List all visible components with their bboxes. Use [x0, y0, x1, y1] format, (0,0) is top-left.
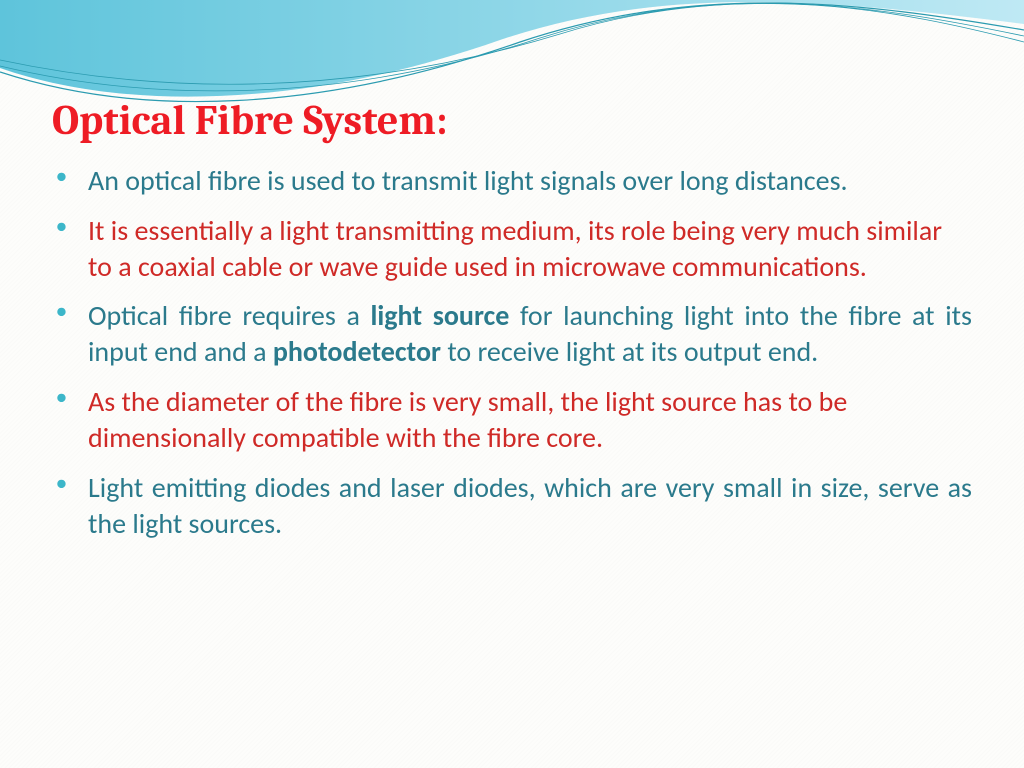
bullet-item-4: Light emitting diodes and laser diodes, …: [88, 470, 972, 542]
wave-line-1: [0, 3, 1024, 102]
bullet-2-segment-4: to receive light at its output end.: [441, 334, 818, 369]
bullet-0-segment-0: An optical fibre is used to transmit lig…: [88, 163, 848, 198]
bullet-4-segment-0: Light emitting diodes and laser diodes, …: [88, 470, 972, 541]
slide-title: Optical Fibre System:: [52, 96, 972, 145]
bullet-item-2: Optical fibre requires a light source fo…: [88, 298, 972, 370]
bullet-1-segment-0: It is essentially a light transmitting m…: [88, 213, 942, 284]
bullet-item-0: An optical fibre is used to transmit lig…: [88, 163, 972, 199]
wave-line-2: [0, 3, 1024, 90]
bullet-item-1: It is essentially a light transmitting m…: [88, 213, 972, 285]
bullet-2-segment-0: Optical fibre requires a: [88, 298, 371, 333]
bullet-item-3: As the diameter of the fibre is very sma…: [88, 384, 972, 456]
bullet-2-segment-1: light source: [371, 298, 510, 333]
wave-fill: [0, 0, 1024, 97]
bullet-3-segment-0: As the diameter of the fibre is very sma…: [88, 384, 847, 455]
bullet-2-segment-3: photodetector: [273, 334, 441, 369]
slide-content: Optical Fibre System: An optical fibre i…: [52, 96, 972, 555]
bullet-list: An optical fibre is used to transmit lig…: [52, 163, 972, 541]
wave-line-3: [0, 3, 1024, 84]
